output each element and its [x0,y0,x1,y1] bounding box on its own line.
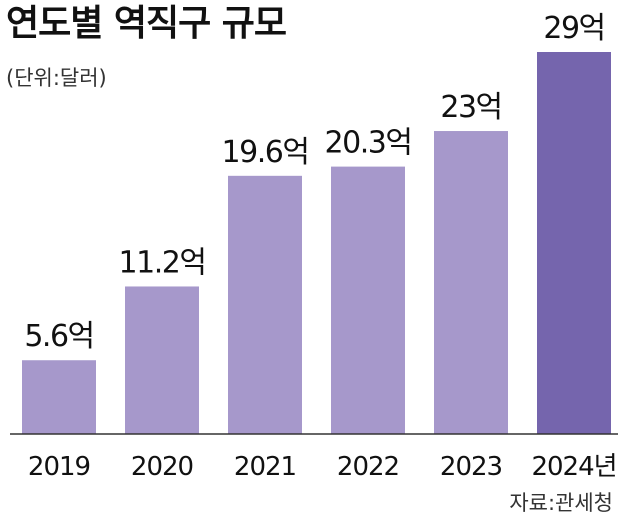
bar-2024년 [537,52,611,434]
data-label-2019: 5.6억 [24,319,93,354]
x-tick-label-2022: 2022 [337,452,399,482]
x-tick-label-2023: 2023 [440,452,502,482]
data-label-2024년: 29억 [543,11,604,46]
data-label-2022: 20.3억 [325,126,412,161]
data-label-2021: 19.6억 [222,135,309,170]
bar-2019 [22,360,96,434]
source-note: 자료:관세청 [509,491,613,515]
chart-title: 연도별 역직구 규모 [6,3,287,44]
x-tick-label-2020: 2020 [131,452,193,482]
x-tick-label-2021: 2021 [234,452,296,482]
x-tick-label-2024년: 2024년 [531,452,616,482]
bar-2021 [228,175,302,435]
bar-2020 [125,286,199,434]
data-label-2020: 11.2억 [119,245,206,280]
x-tick-label-2019: 2019 [28,452,90,482]
data-label-2023: 23억 [440,90,501,125]
bar-2022 [331,166,405,434]
unit-note: (단위:달러) [6,66,107,90]
bar-2023 [434,131,508,434]
